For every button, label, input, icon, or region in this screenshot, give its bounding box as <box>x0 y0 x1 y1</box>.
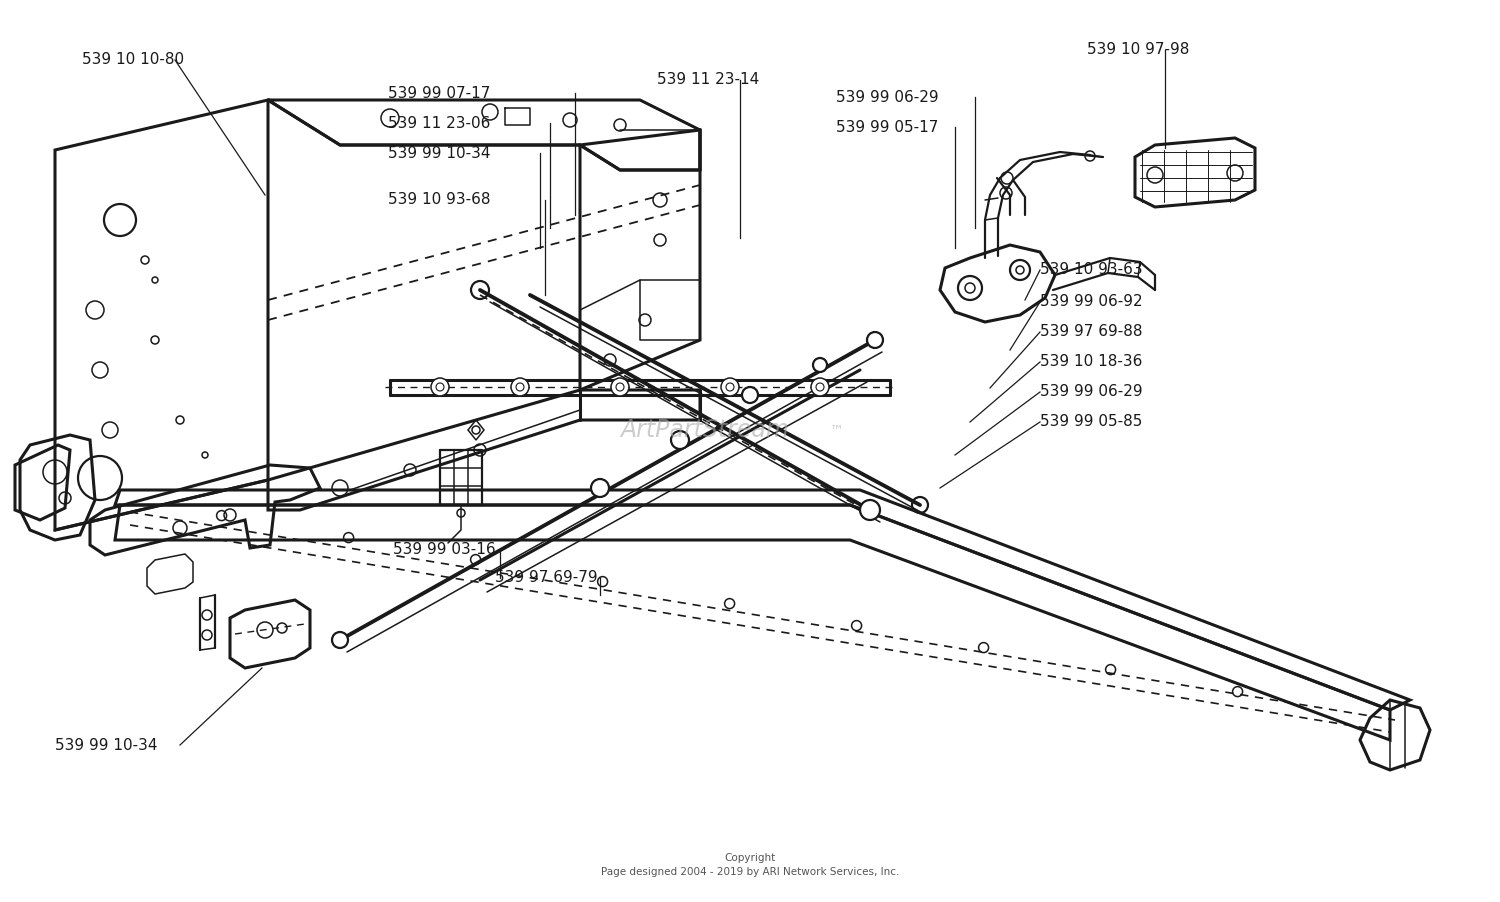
Circle shape <box>722 378 740 396</box>
Text: 539 10 93-63: 539 10 93-63 <box>1040 262 1143 278</box>
Text: Copyright: Copyright <box>724 853 776 863</box>
Text: 539 99 06-29: 539 99 06-29 <box>1040 384 1143 400</box>
Circle shape <box>430 378 448 396</box>
Text: 539 99 06-29: 539 99 06-29 <box>836 89 939 105</box>
Circle shape <box>813 358 826 372</box>
Text: 539 99 05-85: 539 99 05-85 <box>1040 415 1143 429</box>
Circle shape <box>1010 260 1031 280</box>
Circle shape <box>670 431 688 449</box>
Circle shape <box>859 500 880 520</box>
Text: 539 99 06-92: 539 99 06-92 <box>1040 294 1143 309</box>
Text: 539 10 18-36: 539 10 18-36 <box>1040 354 1143 370</box>
Circle shape <box>591 479 609 497</box>
Text: ArtPartStream: ArtPartStream <box>620 418 789 442</box>
Text: 539 99 07-17: 539 99 07-17 <box>388 86 490 100</box>
Text: 539 11 23-14: 539 11 23-14 <box>657 72 759 87</box>
Text: ™: ™ <box>830 423 844 437</box>
Text: 539 99 05-17: 539 99 05-17 <box>836 119 939 134</box>
Text: 539 11 23-06: 539 11 23-06 <box>388 115 490 131</box>
Circle shape <box>812 378 830 396</box>
Text: 539 99 03-16: 539 99 03-16 <box>393 542 495 557</box>
Text: 539 99 10-34: 539 99 10-34 <box>388 145 490 161</box>
Circle shape <box>610 378 628 396</box>
Text: 539 10 93-68: 539 10 93-68 <box>388 192 490 207</box>
Circle shape <box>512 378 530 396</box>
Text: 539 97 69-88: 539 97 69-88 <box>1040 325 1143 339</box>
Circle shape <box>867 332 883 348</box>
Text: 539 10 97-98: 539 10 97-98 <box>1088 42 1190 58</box>
Circle shape <box>742 387 758 403</box>
Text: 539 99 10-34: 539 99 10-34 <box>56 738 158 752</box>
Text: 539 10 10-80: 539 10 10-80 <box>82 52 184 68</box>
Circle shape <box>332 632 348 648</box>
Text: 539 97 69-79: 539 97 69-79 <box>495 570 597 585</box>
Text: Page designed 2004 - 2019 by ARI Network Services, Inc.: Page designed 2004 - 2019 by ARI Network… <box>602 867 898 877</box>
Circle shape <box>958 276 982 300</box>
